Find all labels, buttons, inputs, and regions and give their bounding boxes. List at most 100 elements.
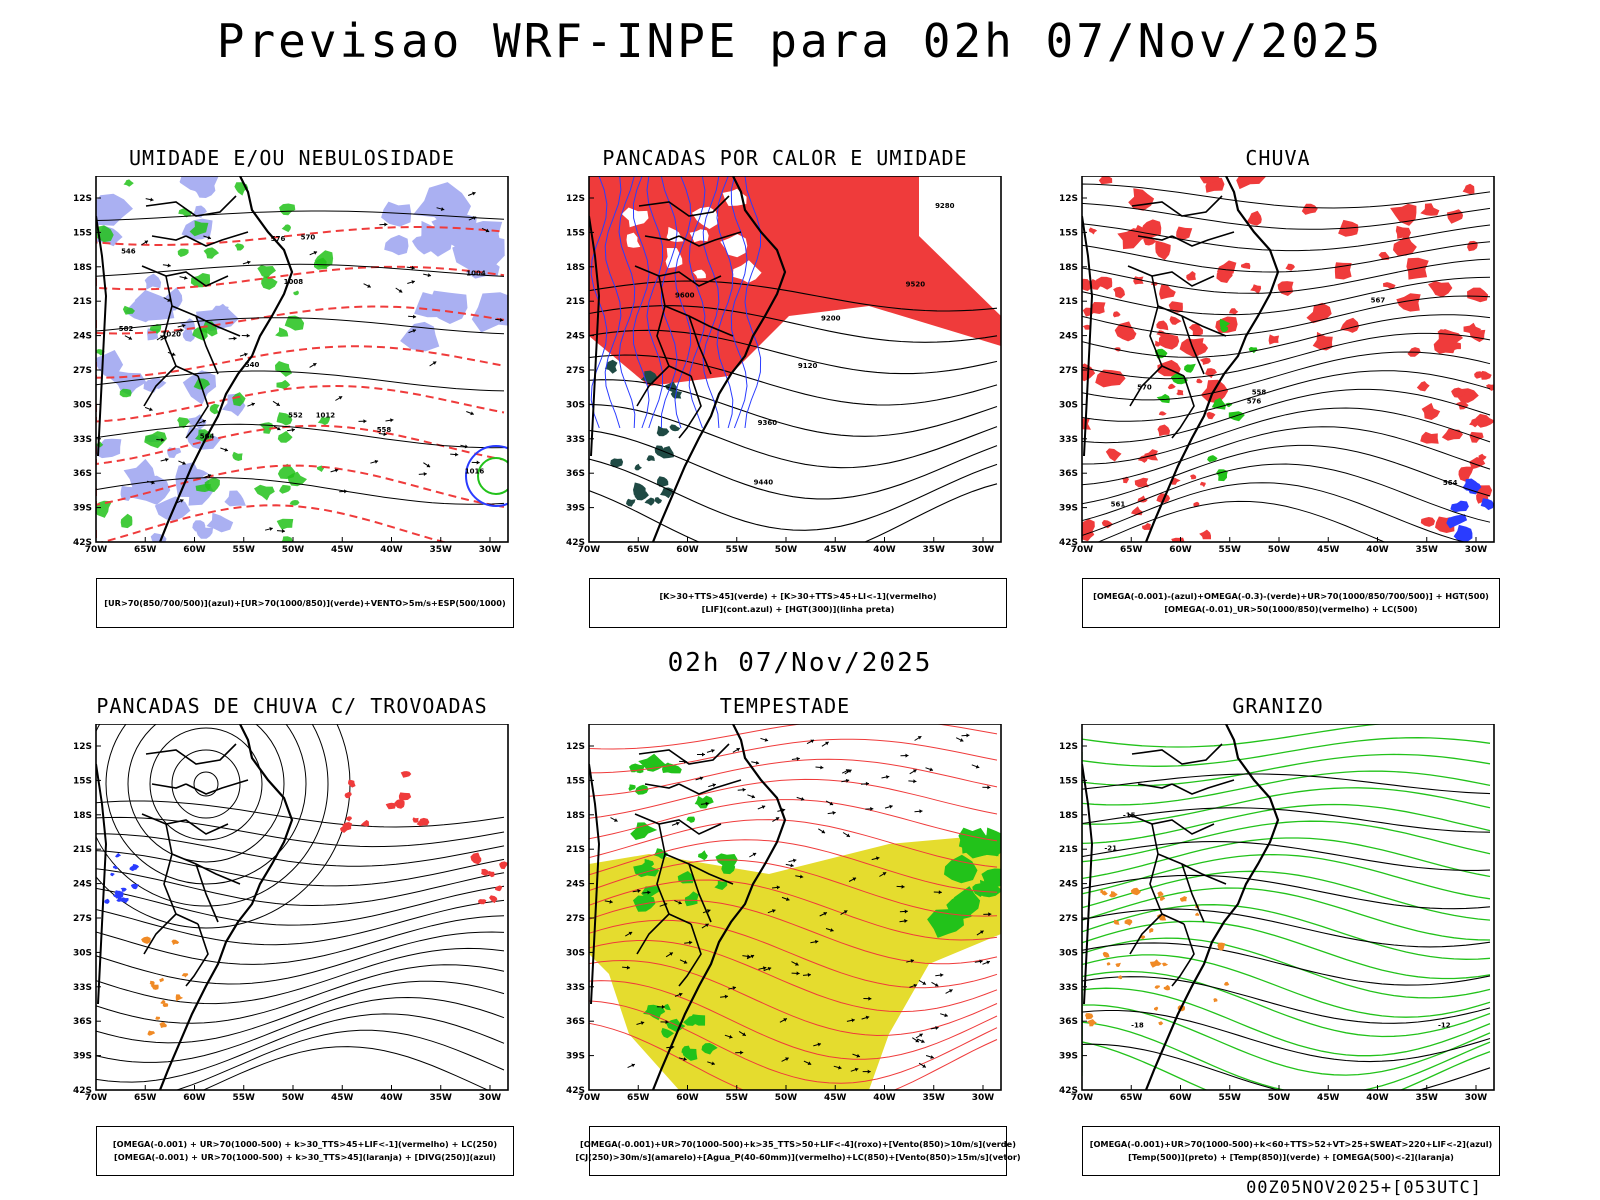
wind-vector [171, 352, 176, 357]
divergence-area [131, 883, 138, 888]
wind-vector [678, 900, 682, 905]
wind-vector [313, 251, 318, 255]
legend-caption: [K>30+TTS>45](verde) + [K>30+TTS>45+LI<-… [589, 578, 1007, 628]
lon-label: 60W [676, 545, 699, 555]
rain-area [1312, 331, 1333, 351]
wind-vector [876, 856, 880, 861]
clear-area [621, 207, 649, 228]
wind-vector [711, 1061, 715, 1066]
wind-vector [913, 983, 917, 988]
contour-label: 1008 [284, 278, 304, 286]
pressure-contour [96, 423, 505, 449]
rain-area [1196, 378, 1203, 384]
contour-label: 570 [301, 233, 316, 241]
rain-area [1144, 449, 1159, 461]
wind-850-area [721, 862, 736, 875]
lat-label: 15S [1059, 228, 1078, 238]
wind-vector [411, 265, 415, 270]
streamline [1082, 314, 1491, 358]
wind-vector [814, 939, 819, 944]
country-border [656, 275, 692, 377]
wind-vector [647, 890, 651, 895]
country-border [1181, 315, 1205, 375]
map-layers: 576 570 567 564 561 558 [1082, 176, 1494, 542]
lon-label: 40W [380, 1093, 403, 1103]
lat-label: 39S [566, 504, 585, 514]
rain-area [1105, 448, 1122, 462]
streamline [1082, 426, 1491, 486]
wind-vector [790, 863, 794, 868]
lif-contour [688, 176, 706, 429]
lat-label: 36S [73, 469, 92, 479]
wind-850-area [633, 859, 660, 878]
wind-vector [940, 973, 944, 978]
legend-caption: [UR>70(850/700/500)](azul)+[UR>70(1000/8… [96, 578, 514, 628]
temp850-contour [1082, 737, 1491, 767]
precip-water-contour [589, 980, 998, 1060]
wind-vector [821, 829, 825, 834]
map-granizo: -15 -18 -21 -12 12S 15S 18S 21S 24S 27S 30S 33S 36S 3… [1059, 724, 1495, 1103]
humidity-low-area [190, 273, 211, 288]
lat-label: 33S [73, 983, 92, 993]
wind-vector [470, 411, 474, 416]
country-border [1129, 365, 1163, 407]
wind-vector [161, 437, 165, 442]
rain-area [1169, 316, 1182, 325]
wind-vector [476, 460, 480, 465]
divergence-area [116, 897, 122, 902]
wind-vector [987, 785, 991, 790]
precip-water-contour [589, 879, 998, 941]
wind-vector [767, 967, 772, 971]
lat-label: 42S [566, 538, 585, 548]
humidity-low-area [281, 224, 291, 233]
lon-label: 40W [873, 545, 896, 555]
humidity-high-area [471, 292, 508, 333]
wind-vector [776, 885, 780, 890]
wind-850-area [698, 850, 708, 861]
country-border [1127, 265, 1215, 287]
temp500-contour [1082, 841, 1491, 871]
thunderstorm-area [488, 870, 495, 878]
coastline [158, 724, 294, 1090]
rain-area-green [1183, 363, 1196, 373]
country-border [145, 195, 237, 217]
omega-area [1106, 962, 1111, 966]
wind-vector [427, 273, 432, 278]
lat-label: 18S [1059, 263, 1078, 273]
wind-vector [150, 197, 154, 202]
rain-area [1200, 481, 1206, 488]
wind-vector [752, 852, 757, 857]
humidity-low-area [284, 315, 305, 331]
rain-area [1189, 474, 1197, 480]
lat-label: 36S [566, 1017, 585, 1027]
rain-area [1250, 284, 1262, 295]
omega-area [1157, 891, 1164, 897]
rain-area [1199, 529, 1211, 540]
rain-area [1113, 286, 1125, 299]
humidity-low-area [276, 379, 291, 390]
country-border [185, 231, 249, 247]
humidity-low-area [289, 500, 300, 506]
wind-vector [736, 748, 740, 752]
humidity-low-area [144, 431, 167, 449]
precip-water-contour [589, 738, 998, 774]
wind-vector [706, 909, 711, 913]
lon-label: 45W [331, 545, 354, 555]
temp850-contour [1082, 970, 1491, 1038]
lat-label: 39S [73, 504, 92, 514]
clear-area [626, 232, 641, 248]
rain-area [1157, 424, 1170, 437]
lat-label: 12S [1059, 194, 1078, 204]
wind-vector [775, 817, 780, 821]
rain-area [1285, 263, 1295, 271]
wind-vector [269, 526, 273, 531]
humidity-low-area [209, 403, 220, 415]
wind-vector [762, 966, 767, 971]
rain-area [1186, 271, 1196, 281]
coastline [96, 763, 108, 1005]
rain-area [1463, 322, 1482, 335]
temp850-contour [1082, 770, 1491, 806]
wind-vector [281, 529, 285, 534]
country-border [1149, 275, 1185, 377]
omega-area [1113, 919, 1120, 925]
